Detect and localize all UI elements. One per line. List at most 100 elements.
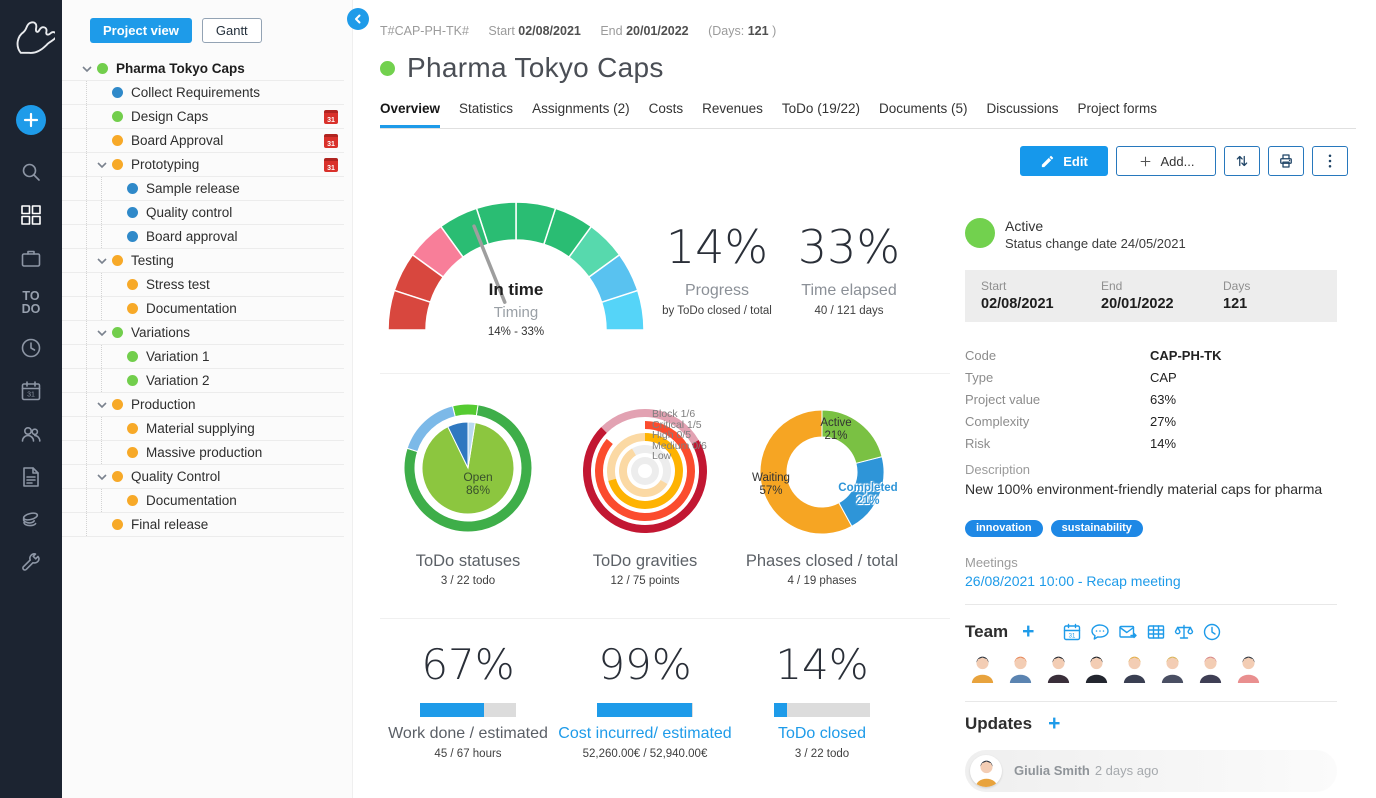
add-button[interactable]: Add...: [1116, 146, 1216, 176]
team-calendar-icon[interactable]: 31: [1062, 622, 1082, 642]
team-avatars: [968, 652, 1263, 683]
tree-item[interactable]: Variation 2: [62, 369, 344, 393]
tree-item[interactable]: Board approval: [62, 225, 344, 249]
tree-item[interactable]: Board Approval 31: [62, 129, 344, 153]
tree-item[interactable]: Variation 1: [62, 345, 344, 369]
team-avatar[interactable]: [1120, 652, 1149, 683]
team-avatar[interactable]: [1196, 652, 1225, 683]
meeting-link[interactable]: 26/08/2021 10:00 - Recap meeting: [965, 573, 1181, 589]
status-dot: [112, 255, 123, 266]
tree-item[interactable]: Documentation: [62, 489, 344, 513]
tree-item[interactable]: Design Caps 31: [62, 105, 344, 129]
progress-stat: 14% Progress by ToDo closed / total: [647, 218, 787, 317]
team-avatar[interactable]: [1158, 652, 1187, 683]
cost-stat: 99% Cost incurred/ estimated 52,260.00€ …: [558, 640, 732, 760]
tree-item[interactable]: Pharma Tokyo Caps: [62, 57, 344, 81]
team-clock-icon[interactable]: [1202, 622, 1222, 642]
start-date: 02/08/2021: [518, 24, 581, 38]
sort-button[interactable]: [1224, 146, 1260, 176]
time-elapsed-value: 33%: [797, 220, 901, 274]
team-scales-icon[interactable]: [1174, 622, 1194, 642]
timing-gauge-chart: [387, 201, 645, 331]
logo[interactable]: [7, 8, 58, 65]
team-avatar[interactable]: [1234, 652, 1263, 683]
more-options-button[interactable]: [1312, 146, 1348, 176]
rail-add-button[interactable]: [16, 105, 46, 135]
tree-item[interactable]: Production: [62, 393, 344, 417]
tree-item-label: Prototyping: [131, 157, 200, 172]
edit-button[interactable]: Edit: [1020, 146, 1108, 176]
update-avatar: [970, 755, 1002, 787]
description-text: New 100% environment-friendly material c…: [965, 481, 1323, 497]
team-mail-icon[interactable]: [1118, 622, 1138, 642]
add-team-member-button[interactable]: +: [1022, 620, 1035, 643]
meetings-label: Meetings: [965, 555, 1018, 570]
tree-item[interactable]: Documentation: [62, 297, 344, 321]
status-dot: [112, 135, 123, 146]
gravities-sub: 12 / 75 points: [610, 575, 680, 587]
gravities-legend: Block 1/6 Critical 1/5 High 0/5 Medium 0…: [652, 408, 707, 463]
costs-icon[interactable]: [18, 507, 44, 533]
tab-project-forms[interactable]: Project forms: [1077, 101, 1158, 116]
tree-item[interactable]: Collect Requirements: [62, 81, 344, 105]
add-update-button[interactable]: +: [1048, 712, 1061, 735]
people-icon[interactable]: [18, 421, 44, 447]
tools-icon[interactable]: [18, 550, 44, 576]
update-time: 2 days ago: [1094, 763, 1159, 778]
todo-closed-progressbar: [774, 703, 870, 717]
phases-chart: [759, 409, 885, 535]
tree-item[interactable]: Final release: [62, 513, 344, 537]
status-dot: [97, 63, 108, 74]
project-code: T#CAP-PH-TK#: [380, 24, 469, 38]
tab-todo[interactable]: ToDo (19/22): [781, 101, 860, 116]
team-avatar[interactable]: [1082, 652, 1111, 683]
tree-item[interactable]: Quality Control: [62, 465, 344, 489]
status-dot: [127, 351, 138, 362]
todo-closed-stat: 14% ToDo closed 3 / 22 todo: [774, 640, 870, 760]
team-avatar[interactable]: [1006, 652, 1035, 683]
collapse-sidebar-button[interactable]: [347, 8, 369, 30]
print-button[interactable]: [1268, 146, 1304, 176]
tree-item[interactable]: Quality control: [62, 201, 344, 225]
project-view-button[interactable]: Project view: [90, 18, 192, 43]
tab-discussions[interactable]: Discussions: [986, 101, 1059, 116]
tab-overview[interactable]: Overview: [380, 101, 441, 128]
status-dot: [112, 471, 123, 482]
search-icon[interactable]: [18, 159, 44, 185]
team-avatar[interactable]: [1044, 652, 1073, 683]
tree-item[interactable]: Massive production: [62, 441, 344, 465]
work-done-stat: 67% Work done / estimated 45 / 67 hours: [388, 640, 548, 760]
tab-statistics[interactable]: Statistics: [459, 101, 514, 116]
updates-header: Updates +: [965, 712, 1061, 735]
team-avatar[interactable]: [968, 652, 997, 683]
team-table-icon[interactable]: [1146, 622, 1166, 642]
calendar-icon[interactable]: 31: [18, 378, 44, 404]
tree-item[interactable]: Variations: [62, 321, 344, 345]
team-chat-icon[interactable]: [1090, 622, 1110, 642]
tag-innovation[interactable]: innovation: [965, 520, 1043, 537]
tree-item[interactable]: Testing: [62, 249, 344, 273]
tab-costs[interactable]: Costs: [648, 101, 684, 116]
deadline-icon: 31: [324, 134, 338, 148]
tree-item[interactable]: Stress test: [62, 273, 344, 297]
projects-icon[interactable]: [18, 245, 44, 271]
tree-item[interactable]: Prototyping 31: [62, 153, 344, 177]
gravities-title: ToDo gravities: [592, 552, 698, 570]
time-icon[interactable]: [18, 335, 44, 361]
tree-item[interactable]: Sample release: [62, 177, 344, 201]
tree-item[interactable]: Material supplying: [62, 417, 344, 441]
documents-icon[interactable]: [18, 464, 44, 490]
tag-sustainability[interactable]: sustainability: [1050, 520, 1143, 537]
status-dot: [127, 423, 138, 434]
update-item[interactable]: Giulia Smith 2 days ago: [965, 750, 1337, 792]
dashboard-icon[interactable]: [18, 202, 44, 228]
time-elapsed-stat: 33% Time elapsed 40 / 121 days: [779, 218, 919, 317]
tab-documents[interactable]: Documents (5): [878, 101, 968, 116]
tab-revenues[interactable]: Revenues: [702, 101, 763, 116]
tree-item-label: Collect Requirements: [131, 85, 261, 100]
page-title-row: Pharma Tokyo Caps: [380, 52, 664, 84]
tab-assignments[interactable]: Assignments (2): [532, 101, 630, 116]
side-start-date: 02/08/2021: [981, 296, 1054, 312]
todo-nav[interactable]: TO DO: [21, 289, 41, 316]
gantt-button[interactable]: Gantt: [201, 18, 262, 43]
